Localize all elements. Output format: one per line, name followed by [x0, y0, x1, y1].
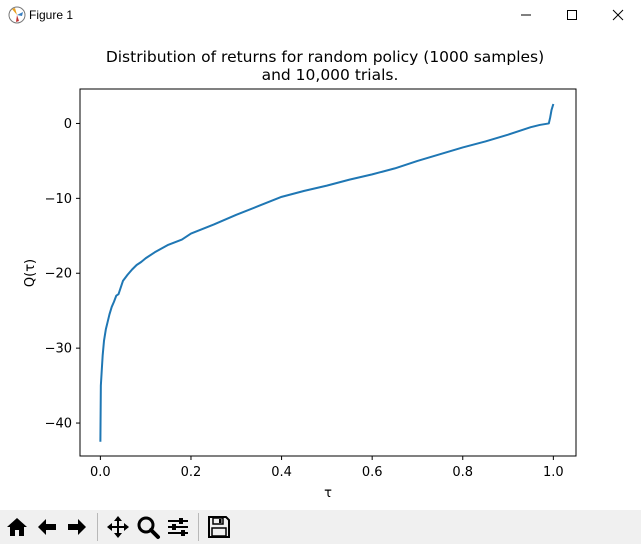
x-tick-label: 0.0 [90, 465, 111, 480]
y-tick-label: 0 [64, 117, 72, 132]
navigation-toolbar [0, 510, 641, 544]
maximize-button[interactable] [549, 0, 595, 30]
maximize-icon [567, 10, 577, 20]
configure-subplots-button[interactable] [163, 512, 193, 542]
y-axis: 0 −10 −20 −30 −40 [45, 117, 80, 432]
home-icon [7, 518, 27, 536]
back-arrow-icon [38, 519, 56, 535]
minimize-icon [521, 14, 531, 16]
chart-title-line1: Distribution of returns for random polic… [106, 48, 544, 66]
matplotlib-icon [8, 6, 26, 24]
pan-button[interactable] [103, 512, 133, 542]
x-tick-label: 1.0 [543, 465, 564, 480]
back-button[interactable] [32, 512, 62, 542]
close-button[interactable] [595, 0, 641, 30]
save-icon [208, 516, 230, 538]
x-tick-label: 0.6 [362, 465, 383, 480]
forward-arrow-icon [68, 519, 86, 535]
minimize-button[interactable] [503, 0, 549, 30]
series-line [99, 103, 555, 442]
toolbar-separator [198, 513, 199, 541]
home-button[interactable] [2, 512, 32, 542]
x-axis-label: τ [324, 486, 332, 501]
window-title: Figure 1 [29, 8, 74, 22]
configure-subplots-icon [168, 518, 188, 536]
pan-icon [107, 516, 129, 538]
y-tick-label: −10 [45, 192, 72, 207]
save-button[interactable] [204, 512, 234, 542]
zoom-button[interactable] [133, 512, 163, 542]
y-tick-label: −40 [45, 417, 72, 432]
x-axis: 0.0 0.2 0.4 0.6 0.8 1.0 [90, 456, 564, 480]
y-tick-label: −30 [45, 342, 72, 357]
y-axis-label: Q(τ) [23, 259, 38, 287]
zoom-icon [137, 516, 160, 539]
line-chart: Distribution of returns for random polic… [23, 48, 577, 501]
chart-title-line2: and 10,000 trials. [262, 66, 399, 84]
close-icon [612, 9, 624, 21]
y-tick-label: −20 [45, 267, 72, 282]
x-tick-label: 0.8 [452, 465, 473, 480]
x-tick-label: 0.4 [271, 465, 292, 480]
x-tick-label: 0.2 [181, 465, 202, 480]
axes-frame [79, 88, 577, 457]
toolbar-separator [97, 513, 98, 541]
window-title-bar: Figure 1 [0, 0, 641, 30]
forward-button[interactable] [62, 512, 92, 542]
figure-canvas[interactable]: Distribution of returns for random polic… [0, 30, 641, 510]
